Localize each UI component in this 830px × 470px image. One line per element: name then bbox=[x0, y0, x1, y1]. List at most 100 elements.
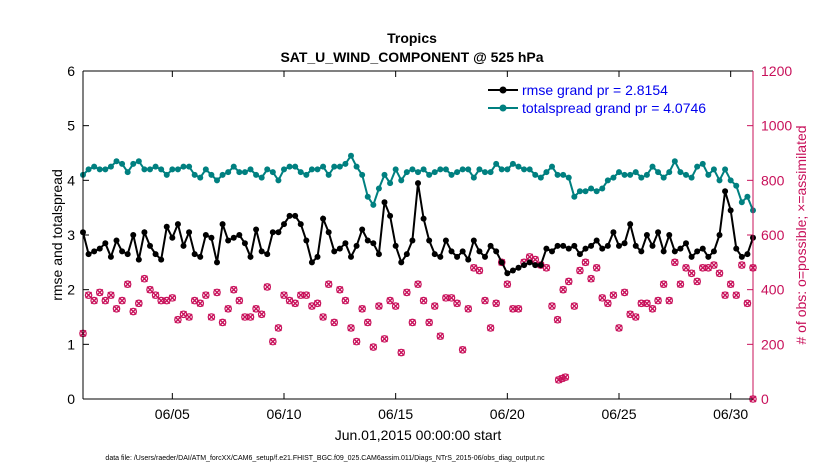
totalspread-point bbox=[191, 171, 198, 178]
rmse-point bbox=[331, 248, 338, 255]
obs-possible-marker bbox=[319, 313, 327, 321]
rmse-point bbox=[141, 229, 148, 236]
totalspread-point bbox=[85, 166, 92, 173]
totalspread-point bbox=[482, 169, 488, 176]
obs-possible-marker bbox=[654, 296, 662, 305]
totalspread-point bbox=[677, 169, 684, 176]
rmse-point bbox=[426, 237, 433, 244]
obs-possible-marker bbox=[715, 269, 724, 278]
totalspread-point bbox=[459, 166, 466, 173]
rmse-point bbox=[241, 240, 248, 247]
obs-assimilated-marker bbox=[542, 264, 550, 272]
rmse-point bbox=[364, 237, 371, 244]
totalspread-point bbox=[426, 171, 433, 178]
y2-tick-label: 600 bbox=[761, 227, 785, 243]
totalspread-point bbox=[448, 171, 455, 178]
rmse-point bbox=[219, 221, 226, 228]
y-tick-label: 4 bbox=[67, 172, 75, 188]
obs-possible-marker bbox=[509, 304, 517, 313]
obs-assimilated-marker bbox=[341, 297, 349, 305]
totalspread-point bbox=[247, 166, 254, 173]
obs-assimilated-marker bbox=[481, 297, 489, 305]
totalspread-point bbox=[537, 174, 544, 181]
obs-assimilated-marker bbox=[319, 313, 327, 321]
obs-possible-marker bbox=[118, 296, 126, 305]
rmse-point bbox=[482, 253, 488, 260]
x-tick-label: 06/10 bbox=[266, 406, 301, 422]
obs-assimilated-marker bbox=[743, 299, 751, 307]
obs-possible-marker bbox=[168, 294, 177, 302]
totalspread-point bbox=[392, 166, 399, 173]
totalspread-point bbox=[604, 177, 611, 184]
totalspread-point bbox=[504, 166, 511, 173]
totalspread-point bbox=[638, 174, 645, 181]
totalspread-point bbox=[694, 163, 701, 170]
totalspread-point bbox=[526, 166, 533, 173]
obs-possible-marker bbox=[425, 318, 433, 327]
obs-assimilated-marker bbox=[561, 373, 569, 381]
obs-assimilated-marker bbox=[219, 318, 227, 326]
obs-assimilated-marker bbox=[168, 294, 176, 302]
obs-possible-marker bbox=[324, 280, 333, 289]
obs-assimilated-marker bbox=[654, 297, 662, 305]
obs-assimilated-marker bbox=[671, 258, 679, 266]
line-series bbox=[80, 152, 756, 277]
rmse-point bbox=[169, 234, 176, 241]
totalspread-point bbox=[275, 177, 282, 184]
totalspread-point bbox=[476, 166, 483, 173]
rmse-point bbox=[392, 242, 399, 249]
rmse-point bbox=[621, 240, 628, 247]
obs-assimilated-marker bbox=[688, 269, 696, 277]
rmse-point bbox=[375, 251, 382, 258]
obs-assimilated-marker bbox=[425, 318, 433, 326]
rmse-point bbox=[448, 248, 455, 255]
obs-possible-marker bbox=[564, 277, 573, 286]
obs-possible-marker bbox=[241, 313, 249, 321]
obs-assimilated-marker bbox=[464, 305, 472, 313]
obs-assimilated-marker bbox=[280, 291, 288, 299]
rmse-point bbox=[297, 221, 304, 228]
obs-possible-marker bbox=[246, 313, 255, 321]
totalspread-point bbox=[308, 166, 315, 173]
rmse-point bbox=[616, 242, 622, 249]
totalspread-point bbox=[264, 166, 271, 173]
obs-assimilated-marker bbox=[621, 288, 629, 296]
totalspread-point bbox=[420, 166, 427, 173]
rmse-point bbox=[180, 242, 187, 249]
legend-entry-totalspread: totalspread grand pr = 4.0746 bbox=[488, 100, 706, 116]
rmse-point bbox=[710, 248, 717, 255]
totalspread-point bbox=[135, 158, 142, 165]
obs-possible-marker bbox=[84, 291, 93, 299]
totalspread-point bbox=[465, 166, 472, 173]
rmse-point bbox=[359, 226, 366, 233]
totalspread-point bbox=[632, 169, 639, 176]
legend-box bbox=[480, 80, 750, 120]
totalspread-point bbox=[621, 171, 628, 178]
rmse-point bbox=[320, 215, 327, 222]
obs-possible-marker bbox=[229, 285, 238, 294]
totalspread-point bbox=[163, 171, 170, 178]
rmse-point bbox=[409, 237, 416, 244]
totalspread-point bbox=[359, 171, 366, 178]
obs-assimilated-marker bbox=[570, 302, 578, 310]
obs-possible-marker bbox=[347, 324, 355, 332]
obs-possible-marker bbox=[604, 299, 612, 308]
obs-possible-marker bbox=[257, 310, 266, 319]
obs-possible-marker bbox=[386, 296, 394, 305]
totalspread-point bbox=[303, 171, 310, 178]
chart-title: Tropics bbox=[387, 30, 437, 46]
obs-possible-marker bbox=[430, 302, 439, 310]
obs-possible-marker bbox=[196, 299, 205, 308]
obs-possible-marker bbox=[558, 374, 566, 383]
obs-assimilated-marker bbox=[397, 349, 405, 357]
obs-assimilated-marker bbox=[146, 286, 154, 294]
obs-assimilated-marker bbox=[587, 275, 595, 283]
rmse-point bbox=[102, 240, 109, 247]
obs-assimilated-marker bbox=[565, 277, 573, 285]
rmse-point bbox=[722, 188, 729, 195]
totalspread-point bbox=[649, 163, 656, 170]
rmse-point bbox=[521, 262, 528, 269]
rmse-point bbox=[174, 221, 181, 228]
obs-assimilated-marker bbox=[347, 324, 355, 332]
rmse-point bbox=[130, 232, 137, 238]
